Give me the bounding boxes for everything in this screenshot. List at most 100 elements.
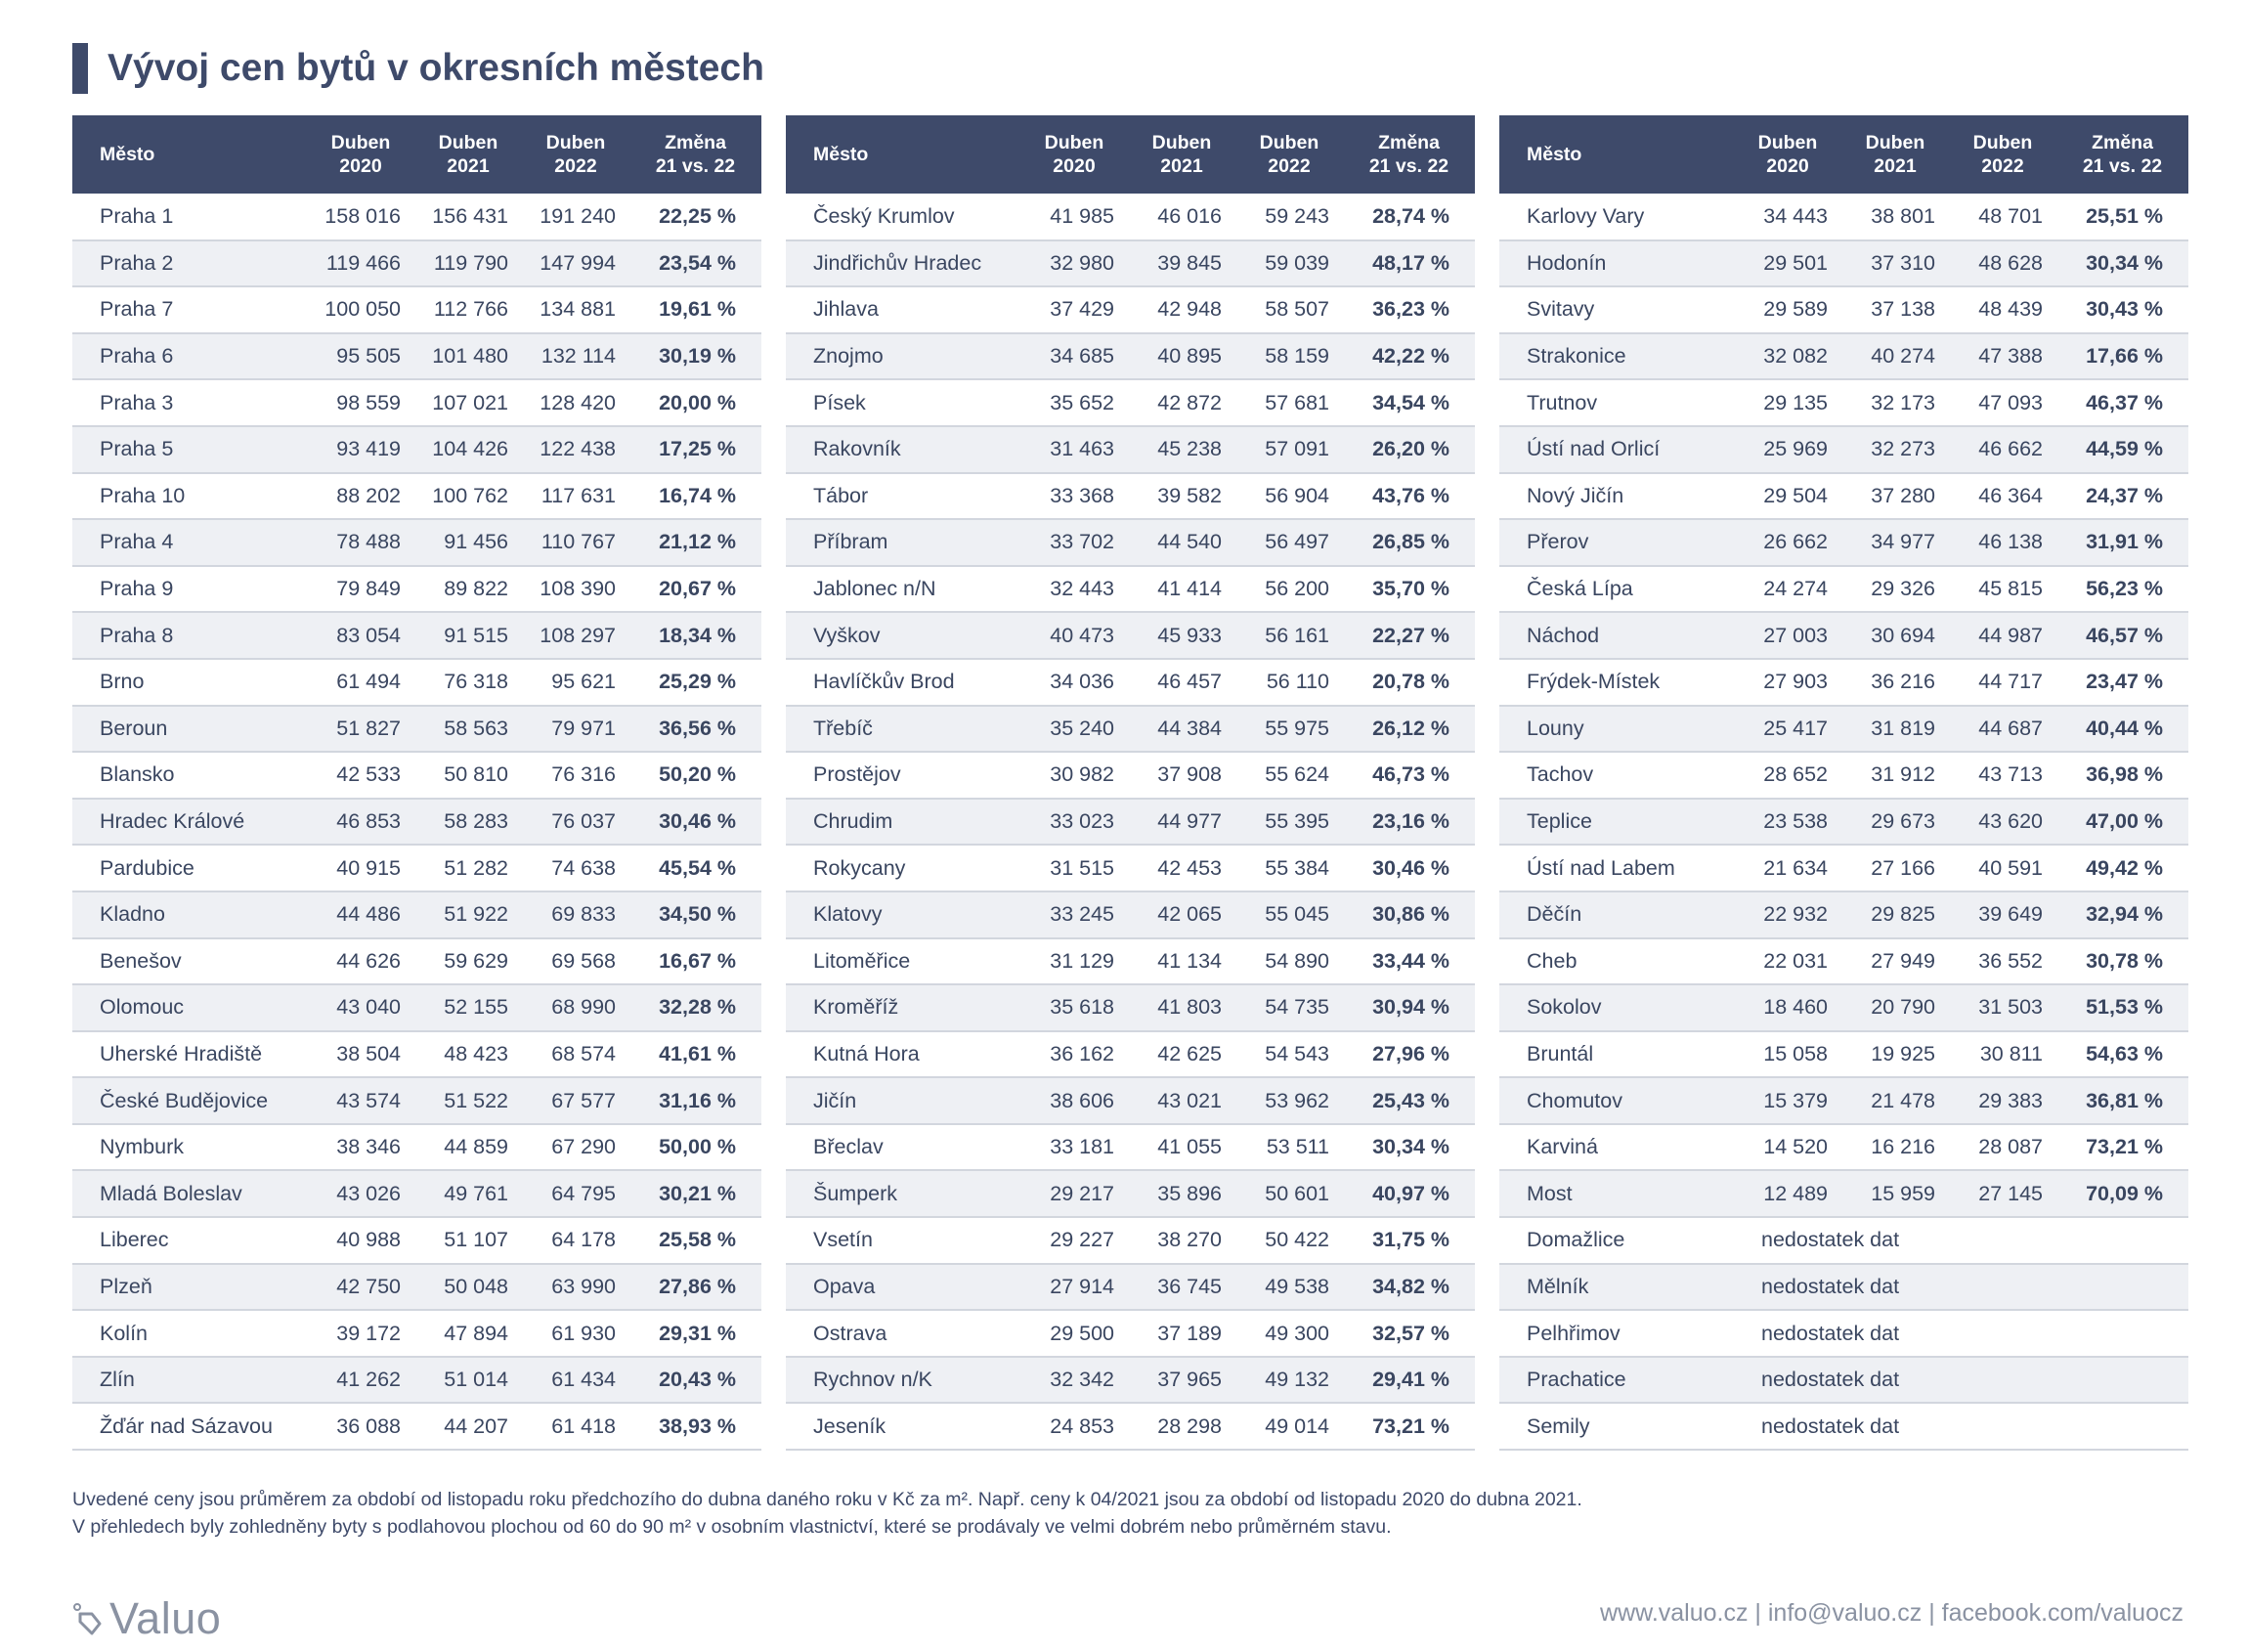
city-cell: Zlín bbox=[72, 1356, 307, 1405]
city-cell: Praha 7 bbox=[72, 286, 307, 334]
city-cell: Praha 9 bbox=[72, 565, 307, 614]
price-2021-cell: 51 922 bbox=[414, 891, 522, 939]
change-cell: 51,53 % bbox=[2056, 984, 2188, 1032]
table-row: Jeseník 24 853 28 298 49 014 73,21 % bbox=[786, 1403, 1475, 1452]
price-2020-cell: 41 262 bbox=[307, 1356, 414, 1405]
price-2021-cell: 30 694 bbox=[1841, 612, 1949, 660]
price-2022-cell: 55 975 bbox=[1235, 705, 1343, 754]
no-data-cell: nedostatek dat bbox=[1734, 1310, 2188, 1358]
city-cell: Frýdek-Místek bbox=[1499, 658, 1734, 707]
table-row: Praha 1 158 016 156 431 191 240 22,25 % bbox=[72, 194, 761, 241]
table-row: Břeclav 33 181 41 055 53 511 30,34 % bbox=[786, 1123, 1475, 1172]
price-2022-cell: 134 881 bbox=[522, 286, 629, 334]
change-cell: 32,94 % bbox=[2056, 891, 2188, 939]
city-cell: Praha 3 bbox=[72, 379, 307, 427]
table-row: Ostrava 29 500 37 189 49 300 32,57 % bbox=[786, 1310, 1475, 1358]
change-cell: 28,74 % bbox=[1343, 194, 1475, 241]
price-2022-cell: 40 591 bbox=[1949, 845, 2056, 892]
table-row: Česká Lípa 24 274 29 326 45 815 56,23 % bbox=[1499, 565, 2188, 614]
price-2022-cell: 108 390 bbox=[522, 565, 629, 614]
price-2022-cell: 56 200 bbox=[1235, 565, 1343, 614]
price-2022-cell: 59 243 bbox=[1235, 194, 1343, 241]
table-row: Hodonín 29 501 37 310 48 628 30,34 % bbox=[1499, 239, 2188, 288]
price-2020-cell: 39 172 bbox=[307, 1310, 414, 1358]
price-2020-cell: 43 574 bbox=[307, 1077, 414, 1125]
change-cell: 22,25 % bbox=[629, 194, 761, 241]
price-2020-cell: 29 501 bbox=[1734, 239, 1841, 288]
price-2022-cell: 132 114 bbox=[522, 332, 629, 381]
price-2021-cell: 49 761 bbox=[414, 1170, 522, 1219]
change-cell: 50,00 % bbox=[629, 1123, 761, 1172]
price-2021-cell: 42 872 bbox=[1128, 379, 1235, 427]
city-cell: Cheb bbox=[1499, 937, 1734, 986]
price-2021-cell: 36 216 bbox=[1841, 658, 1949, 707]
change-cell: 70,09 % bbox=[2056, 1170, 2188, 1219]
city-cell: Nymburk bbox=[72, 1123, 307, 1172]
price-2020-cell: 98 559 bbox=[307, 379, 414, 427]
price-2020-cell: 26 662 bbox=[1734, 519, 1841, 567]
table-row: Tábor 33 368 39 582 56 904 43,76 % bbox=[786, 472, 1475, 521]
table-row: Žďár nad Sázavou 36 088 44 207 61 418 38,93 … bbox=[72, 1403, 761, 1452]
price-2022-cell: 48 439 bbox=[1949, 286, 2056, 334]
change-cell: 50,20 % bbox=[629, 752, 761, 800]
header-2021: Duben 2021 bbox=[1128, 115, 1235, 194]
table-row: Praha 4 78 488 91 456 110 767 21,12 % bbox=[72, 519, 761, 567]
city-cell: Vyškov bbox=[786, 612, 1020, 660]
price-2021-cell: 51 014 bbox=[414, 1356, 522, 1405]
city-cell: Hodonín bbox=[1499, 239, 1734, 288]
table-row: Nový Jičín 29 504 37 280 46 364 24,37 % bbox=[1499, 472, 2188, 521]
price-2022-cell: 53 962 bbox=[1235, 1077, 1343, 1125]
change-cell: 20,67 % bbox=[629, 565, 761, 614]
city-cell: Teplice bbox=[1499, 798, 1734, 847]
price-2021-cell: 44 384 bbox=[1128, 705, 1235, 754]
price-2020-cell: 30 982 bbox=[1020, 752, 1128, 800]
price-2021-cell: 51 282 bbox=[414, 845, 522, 892]
price-2022-cell: 44 717 bbox=[1949, 658, 2056, 707]
price-2020-cell: 33 245 bbox=[1020, 891, 1128, 939]
price-2022-cell: 55 384 bbox=[1235, 845, 1343, 892]
price-2021-cell: 32 173 bbox=[1841, 379, 1949, 427]
price-2020-cell: 83 054 bbox=[307, 612, 414, 660]
table-row: Pardubice 40 915 51 282 74 638 45,54 % bbox=[72, 845, 761, 892]
table-row: Přerov 26 662 34 977 46 138 31,91 % bbox=[1499, 519, 2188, 567]
change-cell: 31,75 % bbox=[1343, 1217, 1475, 1265]
city-cell: Praha 1 bbox=[72, 194, 307, 241]
city-cell: Mladá Boleslav bbox=[72, 1170, 307, 1219]
change-cell: 30,94 % bbox=[1343, 984, 1475, 1032]
table-row: Bruntál 15 058 19 925 30 811 54,63 % bbox=[1499, 1030, 2188, 1079]
change-cell: 46,57 % bbox=[2056, 612, 2188, 660]
change-cell: 30,21 % bbox=[629, 1170, 761, 1219]
price-2021-cell: 37 138 bbox=[1841, 286, 1949, 334]
price-2022-cell: 64 178 bbox=[522, 1217, 629, 1265]
table-row: Opava 27 914 36 745 49 538 34,82 % bbox=[786, 1263, 1475, 1312]
price-2021-cell: 38 270 bbox=[1128, 1217, 1235, 1265]
change-cell: 36,98 % bbox=[2056, 752, 2188, 800]
city-cell: Olomouc bbox=[72, 984, 307, 1032]
city-cell: Jičín bbox=[786, 1077, 1020, 1125]
city-cell: Jihlava bbox=[786, 286, 1020, 334]
city-cell: Liberec bbox=[72, 1217, 307, 1265]
price-2021-cell: 51 522 bbox=[414, 1077, 522, 1125]
table-row: Brno 61 494 76 318 95 621 25,29 % bbox=[72, 658, 761, 707]
price-2021-cell: 19 925 bbox=[1841, 1030, 1949, 1079]
price-2021-cell: 42 625 bbox=[1128, 1030, 1235, 1079]
change-cell: 30,34 % bbox=[2056, 239, 2188, 288]
price-2022-cell: 58 159 bbox=[1235, 332, 1343, 381]
table-row: Náchod 27 003 30 694 44 987 46,57 % bbox=[1499, 612, 2188, 660]
city-cell: České Budějovice bbox=[72, 1077, 307, 1125]
price-2021-cell: 101 480 bbox=[414, 332, 522, 381]
price-2020-cell: 29 504 bbox=[1734, 472, 1841, 521]
change-cell: 29,31 % bbox=[629, 1310, 761, 1358]
change-cell: 36,81 % bbox=[2056, 1077, 2188, 1125]
price-2020-cell: 119 466 bbox=[307, 239, 414, 288]
valuo-logo: Valuo bbox=[72, 1593, 221, 1644]
city-cell: Rakovník bbox=[786, 425, 1020, 474]
city-cell: Prachatice bbox=[1499, 1356, 1734, 1405]
price-2020-cell: 51 827 bbox=[307, 705, 414, 754]
change-cell: 40,44 % bbox=[2056, 705, 2188, 754]
price-2022-cell: 56 110 bbox=[1235, 658, 1343, 707]
price-2021-cell: 44 977 bbox=[1128, 798, 1235, 847]
price-2022-cell: 61 418 bbox=[522, 1403, 629, 1452]
price-2021-cell: 156 431 bbox=[414, 194, 522, 241]
price-2020-cell: 27 914 bbox=[1020, 1263, 1128, 1312]
